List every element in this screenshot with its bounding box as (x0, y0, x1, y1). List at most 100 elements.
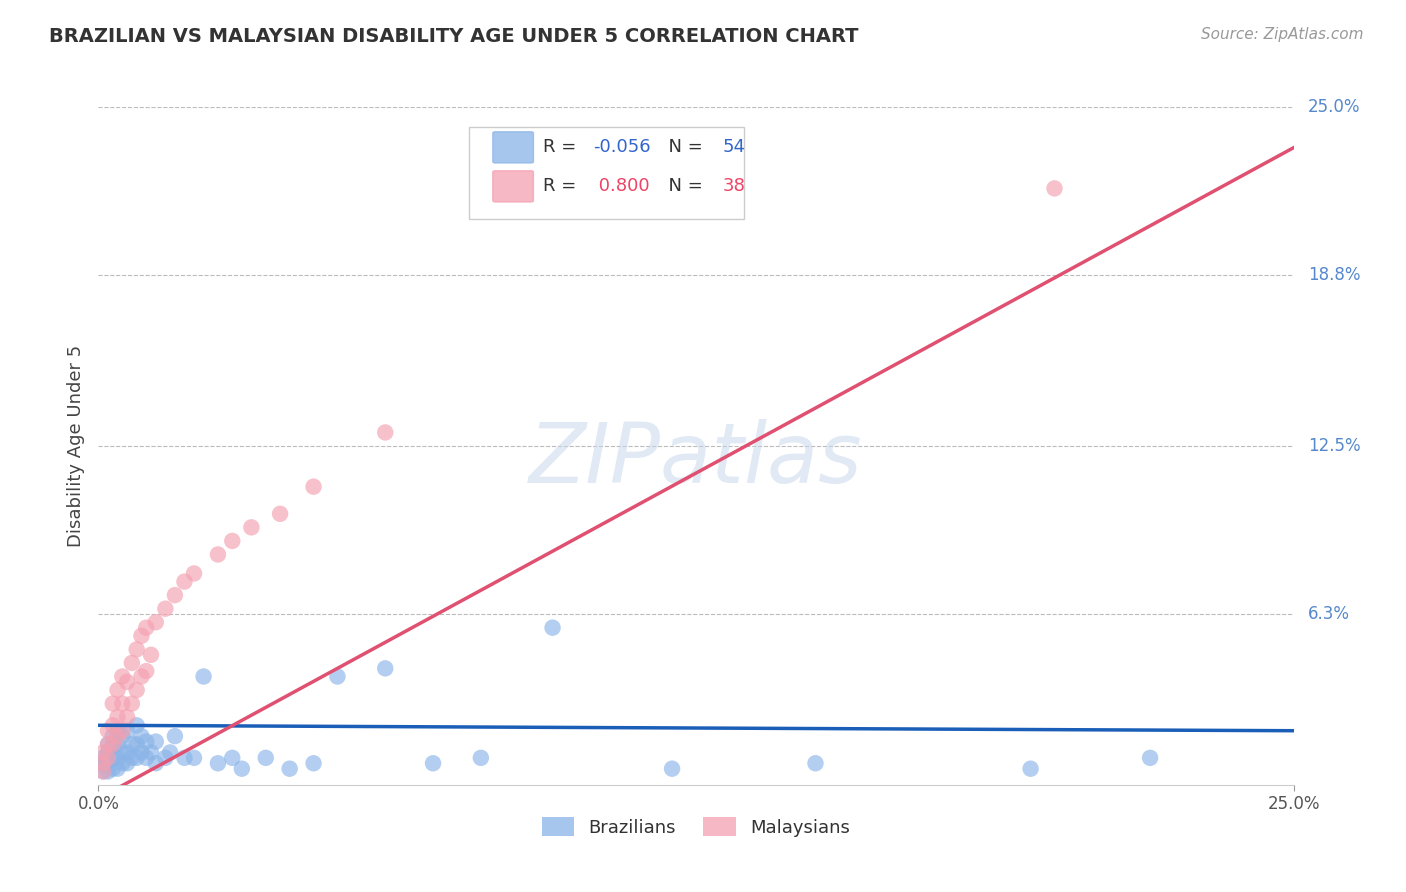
Point (101, 729, 124, 743)
Point (97, 764, 120, 779)
Point (470, 751, 492, 765)
Point (125, 642, 148, 657)
Point (302, 480, 325, 494)
Point (139, 746, 162, 760)
Point (804, 756, 827, 771)
FancyBboxPatch shape (494, 170, 533, 202)
Point (193, 669, 215, 683)
Point (221, 751, 243, 765)
Point (111, 746, 134, 760)
Text: 25.0%: 25.0% (1308, 98, 1361, 116)
Point (97, 737, 120, 751)
Point (173, 574, 195, 589)
Point (173, 751, 195, 765)
Y-axis label: Disability Age Under 5: Disability Age Under 5 (66, 345, 84, 547)
Legend: Brazilians, Malaysians: Brazilians, Malaysians (534, 810, 858, 844)
Point (183, 751, 205, 765)
Point (145, 734, 167, 748)
Point (101, 718, 124, 732)
Point (91, 756, 114, 771)
Point (422, 756, 444, 771)
Point (135, 734, 157, 748)
Point (121, 656, 143, 670)
Text: -0.056: -0.056 (593, 138, 651, 156)
Point (125, 737, 148, 751)
Point (101, 762, 124, 776)
Text: N =: N = (657, 138, 709, 156)
Point (107, 762, 129, 776)
Text: Source: ZipAtlas.com: Source: ZipAtlas.com (1201, 27, 1364, 42)
Point (107, 710, 129, 724)
Point (101, 751, 124, 765)
Point (231, 762, 253, 776)
Point (131, 729, 153, 743)
Point (131, 746, 153, 760)
Point (374, 425, 396, 440)
Text: 18.8%: 18.8% (1308, 266, 1361, 285)
Point (183, 566, 205, 581)
Text: ZIPatlas: ZIPatlas (529, 419, 863, 500)
Point (302, 756, 325, 771)
Point (97, 737, 120, 751)
Text: 54: 54 (723, 138, 745, 156)
Point (207, 548, 229, 562)
Point (221, 533, 243, 548)
Point (107, 723, 129, 738)
Point (121, 751, 143, 765)
Text: 12.5%: 12.5% (1308, 437, 1361, 455)
Point (278, 762, 301, 776)
Text: R =: R = (543, 178, 582, 195)
Point (91, 756, 114, 771)
Point (111, 669, 134, 683)
Point (97, 746, 120, 760)
Point (97, 751, 120, 765)
Point (135, 664, 157, 678)
Point (107, 751, 129, 765)
Point (97, 756, 120, 771)
Point (145, 756, 167, 771)
Point (1019, 762, 1042, 776)
Point (107, 729, 129, 743)
Point (115, 746, 138, 760)
Point (111, 697, 134, 711)
Point (101, 739, 124, 754)
Point (101, 737, 124, 751)
Point (240, 520, 263, 534)
Point (121, 697, 143, 711)
Text: 0.800: 0.800 (593, 178, 650, 195)
Point (269, 507, 291, 521)
FancyBboxPatch shape (470, 128, 744, 219)
Point (125, 718, 148, 732)
FancyBboxPatch shape (494, 132, 533, 163)
Point (661, 762, 683, 776)
Point (115, 674, 138, 689)
Point (163, 729, 186, 743)
Point (97, 723, 120, 738)
Point (155, 751, 177, 765)
Point (101, 697, 124, 711)
Point (163, 588, 186, 602)
Point (1043, 181, 1066, 195)
Point (135, 621, 157, 635)
Point (111, 756, 134, 771)
Point (155, 601, 177, 615)
Point (111, 729, 134, 743)
Text: R =: R = (543, 138, 582, 156)
Point (91, 764, 114, 779)
Point (121, 737, 143, 751)
Point (145, 615, 167, 630)
Point (374, 661, 396, 675)
Point (131, 629, 153, 643)
Point (541, 621, 564, 635)
Text: 6.3%: 6.3% (1308, 605, 1350, 624)
Point (107, 737, 129, 751)
Point (91, 751, 114, 765)
Point (91, 746, 114, 760)
Point (125, 683, 148, 698)
Point (135, 751, 157, 765)
Text: BRAZILIAN VS MALAYSIAN DISABILITY AGE UNDER 5 CORRELATION CHART: BRAZILIAN VS MALAYSIAN DISABILITY AGE UN… (49, 27, 859, 45)
Text: N =: N = (657, 178, 709, 195)
Point (254, 751, 277, 765)
Point (1139, 751, 1161, 765)
Text: 38: 38 (723, 178, 745, 195)
